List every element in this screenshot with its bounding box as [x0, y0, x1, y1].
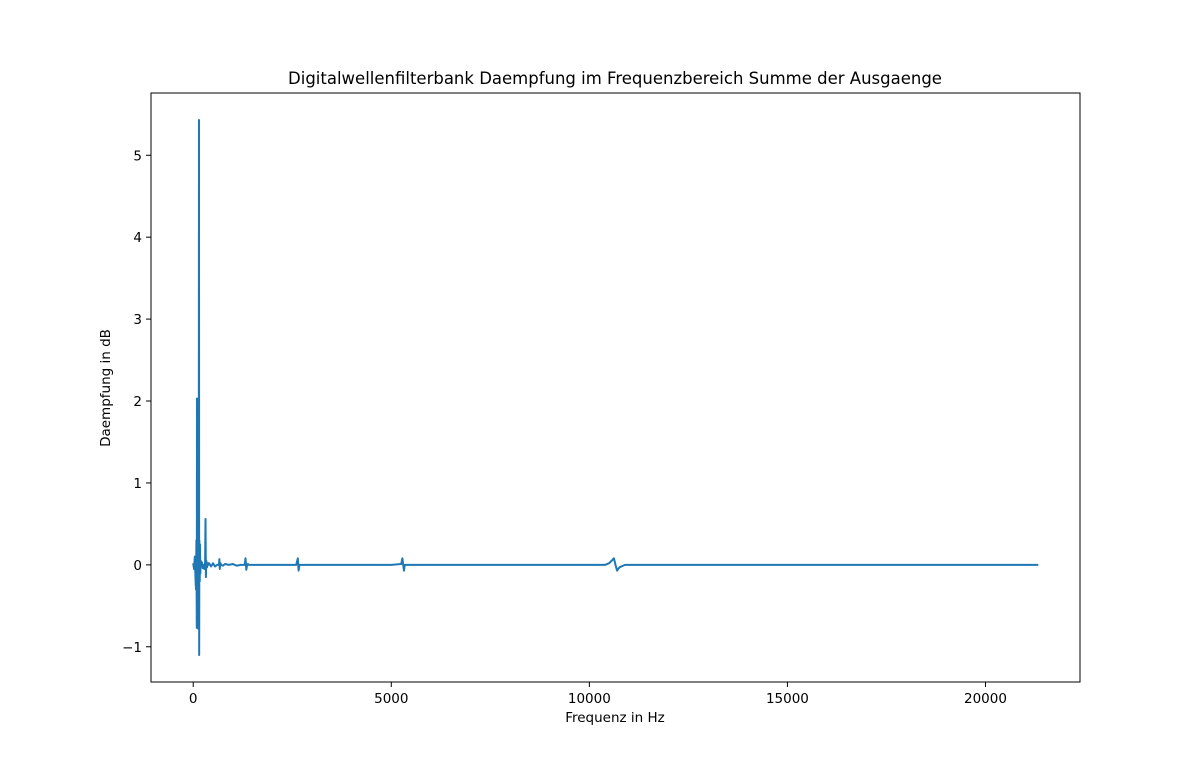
x-tick-label: 5000: [374, 691, 408, 707]
y-tick-label: −1: [122, 640, 142, 656]
y-tick-label: 0: [133, 558, 142, 574]
y-tick-label: 1: [133, 476, 142, 492]
y-tick-label: 3: [133, 312, 142, 328]
y-tick-label: 5: [133, 148, 142, 164]
y-axis-label: Daempfung in dB: [98, 329, 114, 447]
x-tick-label: 15000: [766, 691, 809, 707]
plot-area: [150, 92, 1081, 683]
plot-frame: [150, 92, 1081, 683]
y-tick-label: 2: [133, 394, 142, 410]
x-tick-label: 10000: [568, 691, 611, 707]
x-tick-label: 20000: [964, 691, 1007, 707]
y-tick-label: 4: [133, 230, 142, 246]
chart-title: Digitalwellenfilterbank Daempfung im Fre…: [288, 69, 942, 88]
x-tick-label: 0: [189, 691, 198, 707]
x-axis-label: Frequenz in Hz: [565, 710, 665, 726]
series-line: [192, 119, 1039, 656]
y-axis: −1 0 1 2 3 4 5: [122, 148, 151, 656]
x-axis: 0 5000 10000 15000 20000: [189, 682, 1007, 707]
